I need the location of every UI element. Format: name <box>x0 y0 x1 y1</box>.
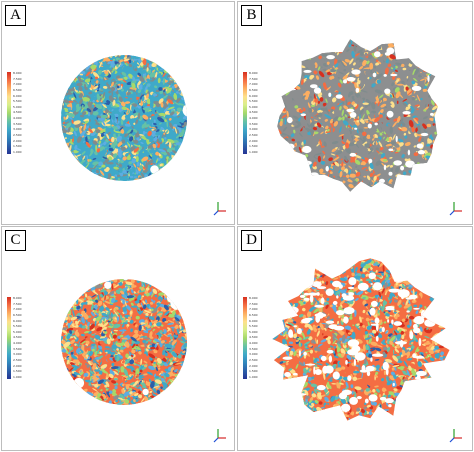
colorbar-tick-label: 6.000 <box>13 93 22 98</box>
colorbar-tick-label: 5.500 <box>13 324 22 329</box>
scan-irregular-b <box>277 39 439 192</box>
colorbar-tick-label: 7.500 <box>13 76 22 81</box>
axis-triad-icon <box>449 202 462 216</box>
colorbar-tick-label: 7.500 <box>13 301 22 306</box>
colorbar-tick-label: 3.000 <box>13 352 22 357</box>
colorbar-tick-label: 3.000 <box>249 352 258 357</box>
colorbar-tick-label: 6.000 <box>249 318 258 323</box>
colorbar-tick-label: 6.000 <box>249 93 258 98</box>
colorbar-tick-label: 6.500 <box>13 312 22 317</box>
colorbar-tick-label: 6.500 <box>13 87 22 92</box>
colorbar-tick-label: 1.500 <box>13 369 22 374</box>
colorbar-tick-label: 4.500 <box>249 110 258 115</box>
panel-d: D 8.000 7.500 7.000 6.500 6.000 5.500 5.000 4.5… <box>237 226 473 451</box>
colorbar-tick-label: 5.500 <box>249 324 258 329</box>
colorbar-ticks: 8.000 7.500 7.000 6.500 6.000 5.500 5.000 4.500… <box>13 297 27 379</box>
colorbar <box>7 297 11 379</box>
colorbar-tick-label: 2.000 <box>13 363 22 368</box>
colorbar-tick-label: 5.000 <box>13 104 22 109</box>
colorbar-ticks: 8.000 7.500 7.000 6.500 6.000 5.500 5.000 4.500… <box>249 72 263 154</box>
panel-label: C <box>5 230 26 251</box>
scan-fragmented-d <box>272 258 450 421</box>
colorbar-tick-label: 3.500 <box>13 346 22 351</box>
axis-triad-icon <box>449 429 462 443</box>
colorbar-tick-label: 7.000 <box>13 307 22 312</box>
colorbar-tick-label: 1.000 <box>13 374 22 379</box>
colorbar-ticks: 8.000 7.500 7.000 6.500 6.000 5.500 5.000 4.500… <box>249 297 263 379</box>
panel-b: B 8.000 7.500 7.000 6.500 6.000 5.500 5.000 4.5… <box>237 1 473 225</box>
colorbar-tick-label: 3.000 <box>249 127 258 132</box>
colorbar-tick-label: 3.500 <box>13 121 22 126</box>
panel-label: A <box>5 5 26 26</box>
colorbar-tick-label: 3.000 <box>13 127 22 132</box>
colorbar-tick-label: 3.500 <box>249 121 258 126</box>
colorbar-tick-label: 8.000 <box>249 296 258 300</box>
colorbar-tick-label: 8.000 <box>13 296 22 300</box>
colorbar-tick-label: 2.000 <box>13 138 22 143</box>
colorbar-tick-label: 7.000 <box>249 82 258 87</box>
axis-triad-icon <box>213 429 226 443</box>
colorbar-tick-label: 3.500 <box>249 346 258 351</box>
colorbar-tick-label: 1.000 <box>249 149 258 154</box>
colorbar-tick-label: 4.500 <box>13 335 22 340</box>
colorbar-tick-label: 8.000 <box>249 71 258 75</box>
colorbar <box>243 72 247 154</box>
colorbar-tick-label: 1.500 <box>249 369 258 374</box>
panel-a: A 8.000 7.500 7.000 6.500 6.000 5.500 5.000 4.5… <box>1 1 235 225</box>
colorbar-tick-label: 1.000 <box>249 374 258 379</box>
colorbar-tick-label: 5.500 <box>13 99 22 104</box>
colorbar-tick-label: 4.000 <box>13 116 22 121</box>
colorbar <box>7 72 11 154</box>
colorbar-tick-label: 6.500 <box>249 312 258 317</box>
colorbar-tick-label: 4.000 <box>249 341 258 346</box>
axis-triad-icon <box>213 202 226 216</box>
colorbar-tick-label: 2.500 <box>249 133 258 138</box>
colorbar-tick-label: 4.000 <box>249 116 258 121</box>
colorbar <box>243 297 247 379</box>
colorbar-tick-label: 2.000 <box>249 138 258 143</box>
colorbar-tick-label: 7.000 <box>13 82 22 87</box>
colorbar-tick-label: 2.500 <box>13 358 22 363</box>
colorbar-tick-label: 2.500 <box>13 133 22 138</box>
colorbar-tick-label: 7.500 <box>249 76 258 81</box>
scan-disc-c <box>61 279 187 405</box>
colorbar-tick-label: 5.000 <box>249 329 258 334</box>
colorbar-tick-label: 4.500 <box>249 335 258 340</box>
colorbar-tick-label: 7.000 <box>249 307 258 312</box>
panel-label: B <box>241 5 262 26</box>
colorbar-tick-label: 1.000 <box>13 149 22 154</box>
colorbar-ticks: 8.000 7.500 7.000 6.500 6.000 5.500 5.000 4.500… <box>13 72 27 154</box>
colorbar-tick-label: 6.500 <box>249 87 258 92</box>
colorbar-tick-label: 2.000 <box>249 363 258 368</box>
colorbar-tick-label: 8.000 <box>13 71 22 75</box>
colorbar-tick-label: 6.000 <box>13 318 22 323</box>
colorbar-tick-label: 1.500 <box>249 144 258 149</box>
panel-label: D <box>241 230 262 251</box>
panel-c: C 8.000 7.500 7.000 6.500 6.000 5.500 5.000 4.5… <box>1 226 235 451</box>
scan-disc-a <box>61 55 187 181</box>
colorbar-tick-label: 5.000 <box>249 104 258 109</box>
colorbar-tick-label: 5.500 <box>249 99 258 104</box>
colorbar-tick-label: 4.500 <box>13 110 22 115</box>
colorbar-tick-label: 4.000 <box>13 341 22 346</box>
colorbar-tick-label: 5.000 <box>13 329 22 334</box>
colorbar-tick-label: 1.500 <box>13 144 22 149</box>
colorbar-tick-label: 7.500 <box>249 301 258 306</box>
colorbar-tick-label: 2.500 <box>249 358 258 363</box>
